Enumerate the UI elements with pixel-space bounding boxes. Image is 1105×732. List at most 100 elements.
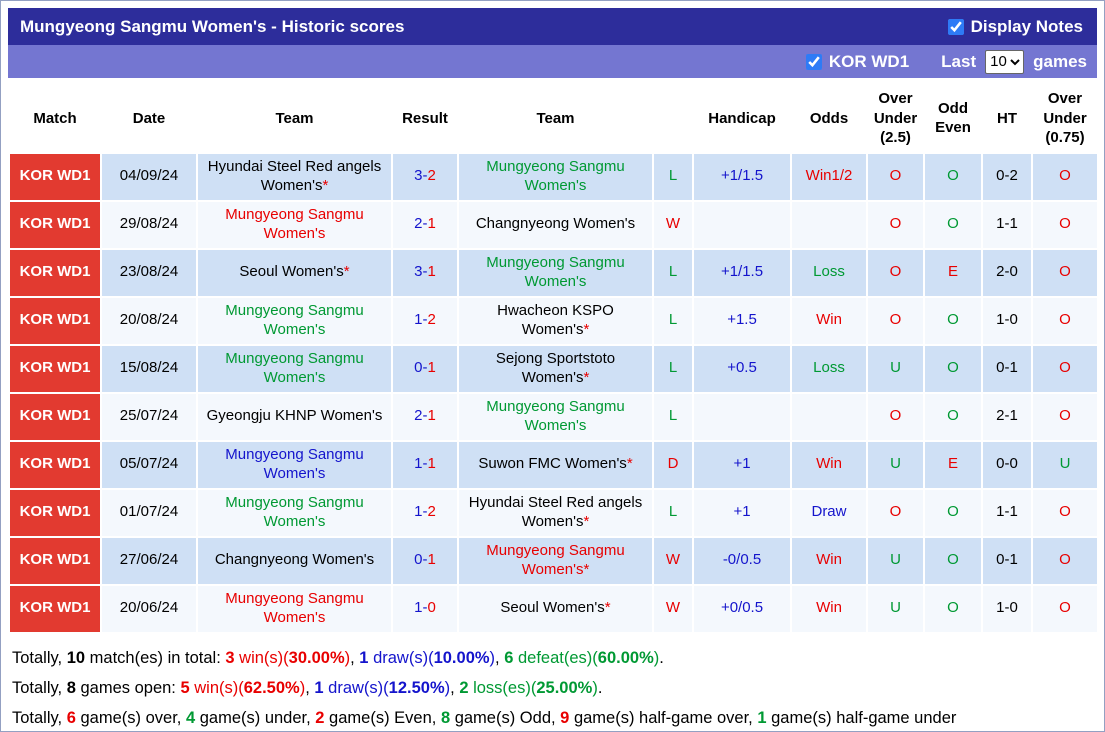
odds-cell: Win bbox=[790, 535, 868, 586]
league-checkbox[interactable] bbox=[805, 53, 822, 70]
away-team-cell[interactable]: Seoul Women's* bbox=[457, 583, 654, 634]
table-row[interactable]: KOR WD1 25/07/24 Gyeongju KHNP Women's 2… bbox=[8, 391, 1099, 442]
league-toggle[interactable]: KOR WD1 bbox=[805, 52, 909, 72]
home-team-cell[interactable]: Mungyeong Sangmu Women's bbox=[196, 295, 393, 346]
home-team-cell[interactable]: Mungyeong Sangmu Women's bbox=[196, 487, 393, 538]
away-team-cell[interactable]: Sejong Sportstoto Women's* bbox=[457, 343, 654, 394]
result-cell: 3-2 bbox=[391, 151, 459, 202]
text-segment: win(s)( bbox=[189, 678, 244, 697]
away-team-cell[interactable]: Mungyeong Sangmu Women's bbox=[457, 247, 654, 298]
handicap-cell: -0/0.5 bbox=[692, 535, 792, 586]
half-time-cell: 0-0 bbox=[981, 439, 1033, 490]
match-league-cell: KOR WD1 bbox=[8, 343, 102, 394]
away-team-name: Seoul Women's bbox=[500, 599, 605, 617]
odds-value: Loss bbox=[813, 263, 845, 281]
over-under-075-value: O bbox=[1059, 551, 1071, 569]
home-team-name: Mungyeong Sangmu Women's bbox=[225, 205, 364, 242]
text-segment: 30.00% bbox=[288, 648, 345, 667]
away-team-cell[interactable]: Suwon FMC Women's* bbox=[457, 439, 654, 490]
outcome-letter: W bbox=[665, 551, 681, 569]
home-team-star: * bbox=[343, 263, 350, 281]
table-row[interactable]: KOR WD1 05/07/24 Mungyeong Sangmu Women'… bbox=[8, 439, 1099, 490]
text-segment: 25.00% bbox=[536, 678, 593, 697]
outcome-letter: L bbox=[668, 503, 678, 521]
home-team-cell[interactable]: Hyundai Steel Red angels Women's* bbox=[196, 151, 393, 202]
text-segment: 1 bbox=[427, 455, 436, 473]
table-row[interactable]: KOR WD1 23/08/24 Seoul Women's* 3-1 Mung… bbox=[8, 247, 1099, 298]
away-team-name: Mungyeong Sangmu Women's bbox=[486, 541, 625, 578]
home-team-name: Seoul Women's bbox=[239, 263, 344, 281]
half-time-cell: 1-1 bbox=[981, 199, 1033, 250]
home-team-cell[interactable]: Gyeongju KHNP Women's bbox=[196, 391, 393, 442]
match-league-cell: KOR WD1 bbox=[8, 535, 102, 586]
text-segment: 62.50% bbox=[243, 678, 300, 697]
text-segment: ) bbox=[299, 678, 306, 697]
text-segment: draw(s)( bbox=[368, 648, 434, 667]
away-team-cell[interactable]: Mungyeong Sangmu Women's* bbox=[457, 535, 654, 586]
table-row[interactable]: KOR WD1 15/08/24 Mungyeong Sangmu Women'… bbox=[8, 343, 1099, 394]
text-segment: 2 bbox=[427, 167, 436, 185]
table-row[interactable]: KOR WD1 04/09/24 Hyundai Steel Red angel… bbox=[8, 151, 1099, 202]
handicap-cell: +0/0.5 bbox=[692, 583, 792, 634]
table-row[interactable]: KOR WD1 29/08/24 Mungyeong Sangmu Women'… bbox=[8, 199, 1099, 250]
table-row[interactable]: KOR WD1 27/06/24 Changnyeong Women's 0-1… bbox=[8, 535, 1099, 586]
over-under-25-cell: O bbox=[866, 247, 925, 298]
odd-even-cell: O bbox=[923, 343, 983, 394]
result-cell: 0-1 bbox=[391, 343, 459, 394]
home-team-name: Gyeongju KHNP Women's bbox=[206, 407, 383, 425]
odd-even-value: O bbox=[947, 311, 959, 329]
outcome-cell: W bbox=[652, 199, 694, 250]
table-row[interactable]: KOR WD1 01/07/24 Mungyeong Sangmu Women'… bbox=[8, 487, 1099, 538]
games-count-select[interactable]: 10 bbox=[985, 49, 1025, 74]
outcome-cell: L bbox=[652, 343, 694, 394]
text-segment: match(es) in total: bbox=[85, 648, 226, 667]
over-under-25-value: O bbox=[889, 311, 902, 329]
odds-cell: Loss bbox=[790, 247, 868, 298]
odds-value: Win bbox=[816, 311, 842, 329]
home-team-cell[interactable]: Mungyeong Sangmu Women's bbox=[196, 199, 393, 250]
games-label: games bbox=[1033, 51, 1087, 71]
away-team-cell[interactable]: Hwacheon KSPO Women's* bbox=[457, 295, 654, 346]
handicap-cell: +1/1.5 bbox=[692, 151, 792, 202]
text-segment: , bbox=[350, 648, 360, 667]
home-team-name: Mungyeong Sangmu Women's bbox=[225, 589, 364, 626]
outcome-cell: L bbox=[652, 391, 694, 442]
outcome-letter: W bbox=[665, 215, 681, 233]
away-team-cell[interactable]: Mungyeong Sangmu Women's bbox=[457, 391, 654, 442]
column-header: Over Under (2.5) bbox=[867, 85, 924, 153]
text-segment: win(s)( bbox=[234, 648, 289, 667]
date-cell: 29/08/24 bbox=[100, 199, 198, 250]
outcome-letter: W bbox=[665, 599, 681, 617]
result-cell: 2-1 bbox=[391, 199, 459, 250]
text-segment: 3 bbox=[225, 648, 235, 667]
display-notes-toggle[interactable]: Display Notes bbox=[947, 17, 1083, 37]
history-table-body: KOR WD1 04/09/24 Hyundai Steel Red angel… bbox=[8, 151, 1099, 634]
home-team-cell[interactable]: Seoul Women's* bbox=[196, 247, 393, 298]
table-row[interactable]: KOR WD1 20/06/24 Mungyeong Sangmu Women'… bbox=[8, 583, 1099, 634]
away-team-cell[interactable]: Mungyeong Sangmu Women's bbox=[457, 151, 654, 202]
away-team-cell[interactable]: Hyundai Steel Red angels Women's* bbox=[457, 487, 654, 538]
home-team-cell[interactable]: Changnyeong Women's bbox=[196, 535, 393, 586]
over-under-075-value: O bbox=[1059, 311, 1071, 329]
text-segment: 1 bbox=[427, 215, 436, 233]
away-team-name: Hwacheon KSPO Women's bbox=[497, 301, 614, 338]
odd-even-value: O bbox=[947, 359, 959, 377]
text-segment: 0 bbox=[427, 599, 436, 617]
odds-value: Loss bbox=[813, 359, 845, 377]
table-row[interactable]: KOR WD1 20/08/24 Mungyeong Sangmu Women'… bbox=[8, 295, 1099, 346]
half-time-cell: 2-1 bbox=[981, 391, 1033, 442]
handicap-cell: +1 bbox=[692, 487, 792, 538]
display-notes-checkbox[interactable] bbox=[947, 18, 964, 35]
home-team-cell[interactable]: Mungyeong Sangmu Women's bbox=[196, 343, 393, 394]
text-segment: 1 bbox=[427, 263, 436, 281]
text-segment: 8 bbox=[66, 678, 76, 697]
away-team-cell[interactable]: Changnyeong Women's bbox=[457, 199, 654, 250]
summary-line-matches: Totally, 10 match(es) in total: 3 win(s)… bbox=[12, 643, 1093, 673]
over-under-25-value: U bbox=[890, 551, 901, 569]
home-team-cell[interactable]: Mungyeong Sangmu Women's bbox=[196, 583, 393, 634]
summary-footer: Totally, 10 match(es) in total: 3 win(s)… bbox=[8, 633, 1097, 731]
text-segment: ) bbox=[592, 678, 598, 697]
home-team-cell[interactable]: Mungyeong Sangmu Women's bbox=[196, 439, 393, 490]
odd-even-value: O bbox=[947, 215, 959, 233]
home-team-star: * bbox=[322, 176, 329, 194]
